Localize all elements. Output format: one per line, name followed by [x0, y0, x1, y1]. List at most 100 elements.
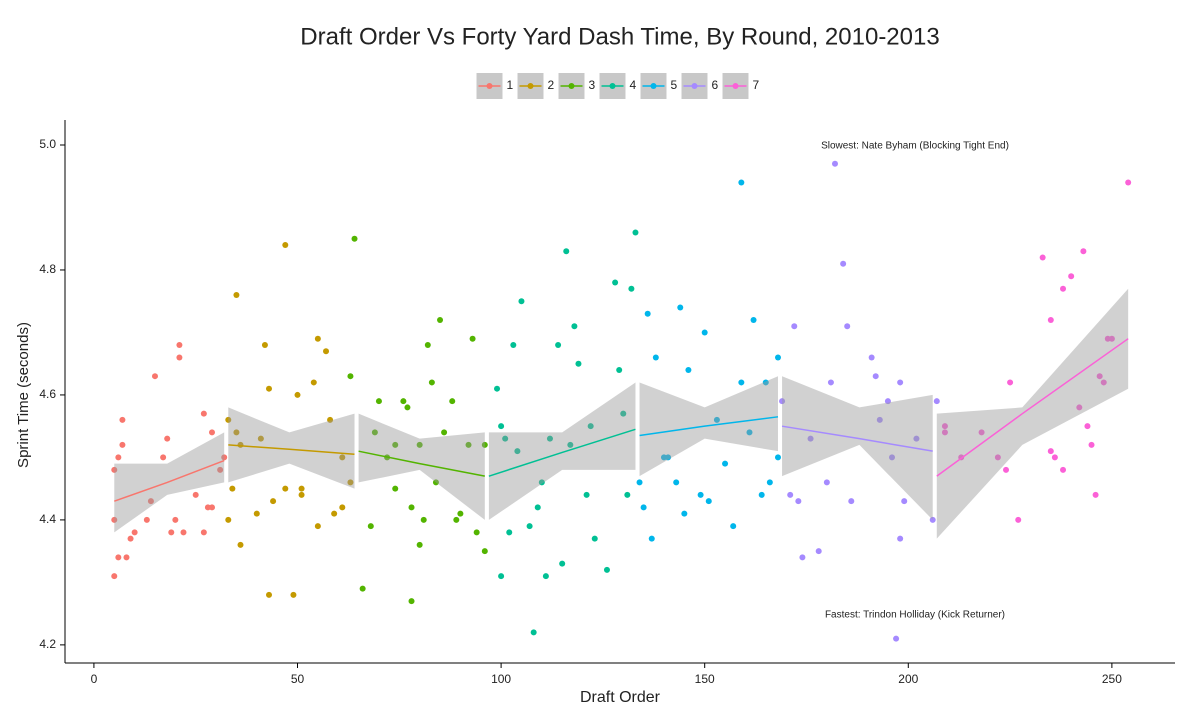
data-point [567, 441, 574, 448]
data-point [200, 410, 207, 417]
confidence-band [228, 407, 355, 489]
data-point [587, 423, 594, 430]
data-point [339, 504, 346, 511]
data-point [408, 504, 415, 511]
data-point [884, 398, 891, 405]
data-point [371, 429, 378, 436]
data-point [827, 379, 834, 386]
data-point [738, 379, 745, 386]
data-point [314, 523, 321, 530]
data-point [510, 341, 517, 348]
data-point [180, 529, 187, 536]
data-point [530, 629, 537, 636]
data-point [612, 279, 619, 286]
y-axis-title: Sprint Time (seconds) [15, 322, 32, 468]
data-point [697, 491, 704, 498]
data-point [624, 491, 631, 498]
data-point [424, 341, 431, 348]
data-point [603, 566, 610, 573]
data-point [217, 466, 224, 473]
legend-dot [732, 83, 739, 89]
x-tick-label: 100 [491, 672, 511, 686]
data-point [266, 591, 273, 598]
data-point [1096, 373, 1103, 380]
data-point [876, 416, 883, 423]
data-point [453, 516, 460, 523]
x-tick-label: 150 [695, 672, 715, 686]
data-point [498, 573, 505, 580]
data-point [542, 573, 549, 580]
chart-title: Draft Order Vs Forty Yard Dash Time, By … [300, 23, 939, 50]
data-point [111, 466, 118, 473]
data-point [685, 366, 692, 373]
data-point [514, 448, 521, 455]
legend-label: 4 [630, 78, 637, 92]
y-tick-label: 5.0 [39, 137, 56, 151]
fit-line [358, 450, 485, 477]
data-point [192, 491, 199, 498]
data-point [494, 385, 501, 392]
data-point [644, 310, 651, 317]
data-point [225, 416, 232, 423]
data-point [314, 335, 321, 342]
annotation: Slowest: Nate Byham (Blocking Tight End) [821, 141, 1009, 152]
data-point [563, 248, 570, 255]
data-point [673, 479, 680, 486]
data-point [339, 454, 346, 461]
data-point [1039, 254, 1046, 261]
data-point [616, 366, 623, 373]
data-point [1080, 248, 1087, 255]
data-point [677, 304, 684, 311]
data-point [1015, 516, 1022, 523]
data-point [225, 516, 232, 523]
data-point [294, 391, 301, 398]
data-point [1047, 316, 1054, 323]
data-point [237, 541, 244, 548]
data-point [701, 329, 708, 336]
data-point [555, 341, 562, 348]
data-point [327, 416, 334, 423]
data-point [331, 510, 338, 517]
data-point [559, 560, 566, 567]
data-point [123, 554, 130, 561]
data-point [546, 435, 553, 442]
data-point [738, 179, 745, 186]
fit-line [936, 338, 1129, 477]
data-point [941, 423, 948, 430]
data-point [408, 598, 415, 605]
data-point [164, 435, 171, 442]
data-point [111, 573, 118, 580]
legend-label: 5 [671, 78, 678, 92]
data-point [791, 323, 798, 330]
fit-line [781, 425, 933, 452]
data-point [994, 454, 1001, 461]
data-point [632, 229, 639, 236]
data-point [200, 529, 207, 536]
data-point [831, 160, 838, 167]
confidence-band [936, 288, 1129, 539]
x-tick-label: 250 [1102, 672, 1122, 686]
data-point [131, 529, 138, 536]
data-point [1060, 466, 1067, 473]
x-axis-title: Draft Order [580, 689, 661, 706]
data-point [168, 529, 175, 536]
data-point [270, 498, 277, 505]
legend-dot [691, 83, 698, 89]
data-point [221, 454, 228, 461]
legend-dot [609, 83, 616, 89]
data-point [1084, 423, 1091, 430]
data-point [208, 504, 215, 511]
data-point [404, 404, 411, 411]
data-point [636, 479, 643, 486]
data-point [298, 491, 305, 498]
data-point [416, 541, 423, 548]
y-tick-label: 4.4 [39, 512, 56, 526]
y-tick-label: 4.8 [39, 262, 56, 276]
data-point [534, 504, 541, 511]
confidence-band [358, 413, 485, 520]
x-tick-label: 50 [291, 672, 305, 686]
data-point [620, 410, 627, 417]
data-point [1125, 179, 1132, 186]
data-point [310, 379, 317, 386]
data-point [640, 504, 647, 511]
